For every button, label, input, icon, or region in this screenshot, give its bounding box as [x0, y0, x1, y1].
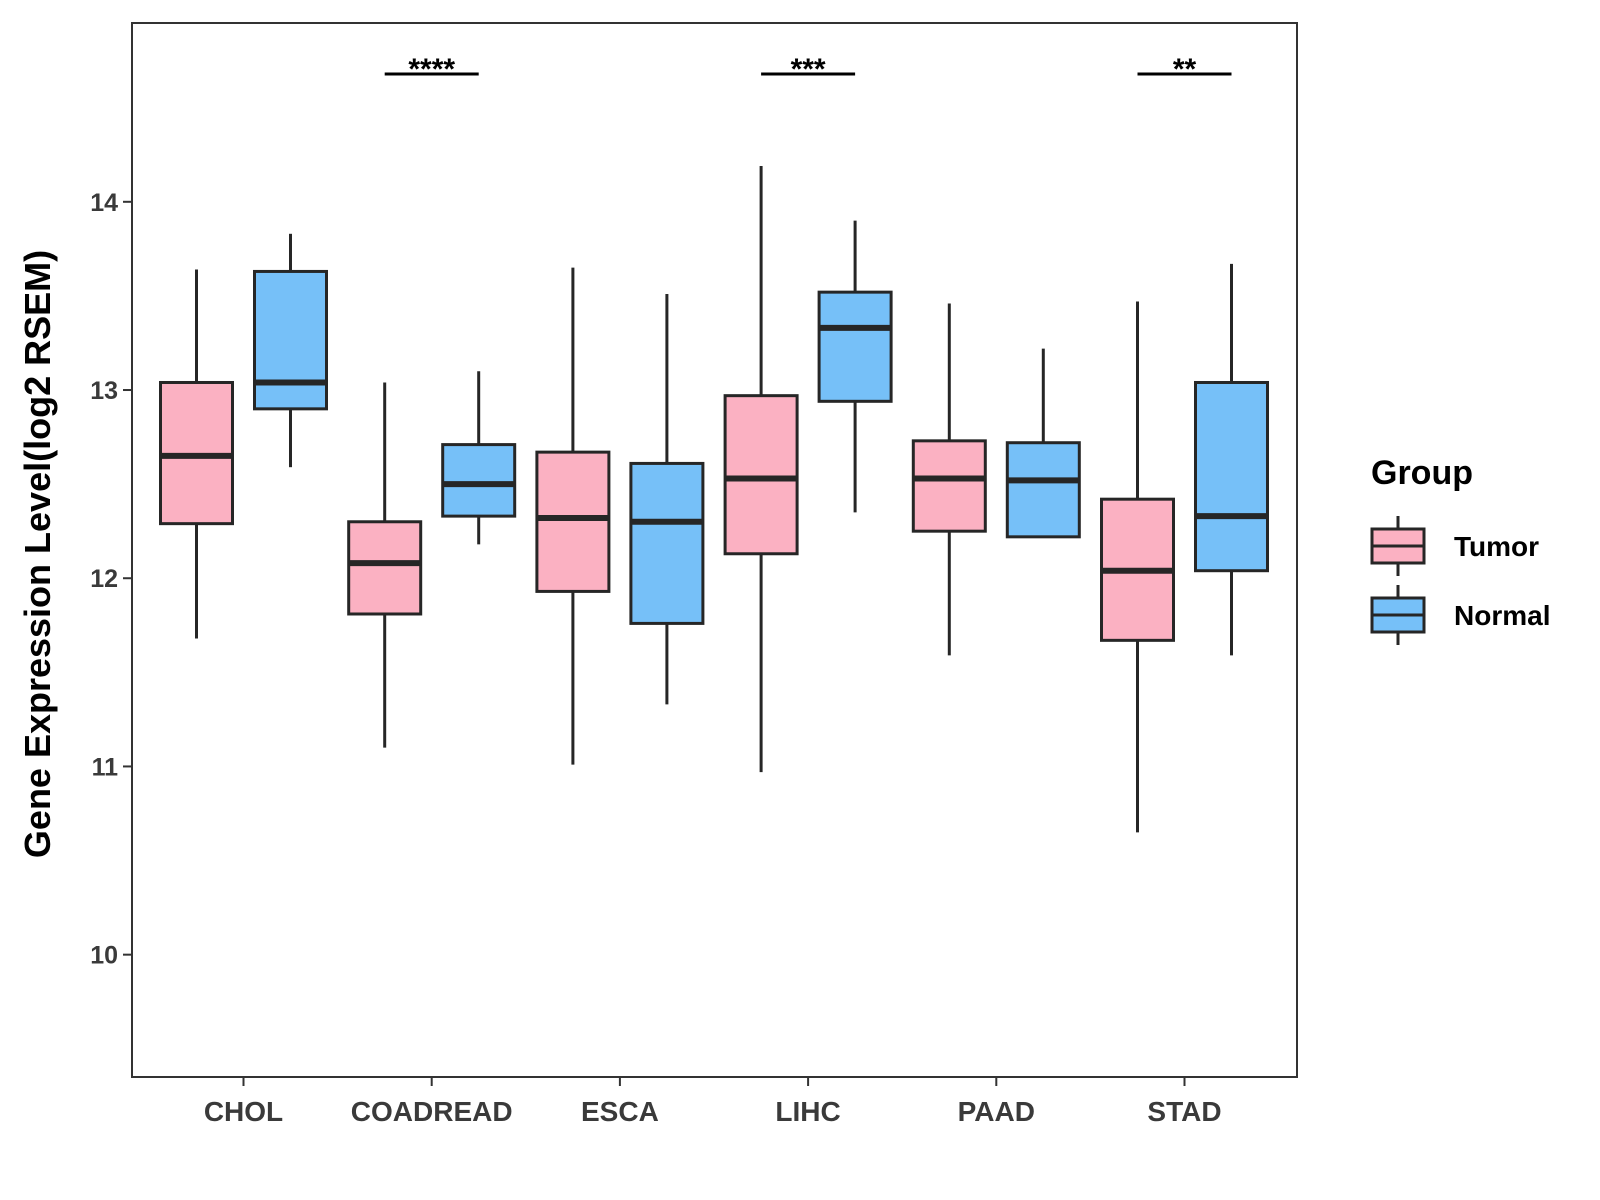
box-normal-coadread [441, 371, 517, 545]
box-tumor-lihc [723, 166, 799, 773]
y-tick-label: 12 [90, 565, 118, 593]
box-body [1194, 380, 1269, 573]
y-axis-title: Gene Expression Level(log2 RSEM) [17, 250, 58, 858]
box-tumor-paad [911, 303, 987, 656]
x-tick-label: COADREAD [351, 1096, 513, 1127]
box-body [629, 461, 705, 625]
y-tick-label: 11 [92, 753, 119, 781]
significance-label: *** [791, 53, 826, 86]
box-normal-paad [1005, 348, 1081, 539]
legend-entry-tumor: Tumor [1370, 516, 1539, 576]
y-tick-label: 13 [90, 377, 118, 405]
box-tumor-coadread [347, 382, 423, 748]
x-tick-label: PAAD [958, 1096, 1035, 1127]
x-tick-label: CHOL [204, 1096, 283, 1127]
y-tick-label: 14 [90, 189, 118, 217]
legend-title: Group [1371, 454, 1473, 492]
box-normal-stad [1194, 263, 1269, 656]
box-tumor-chol [159, 269, 234, 639]
plot-area: 10 11 12 13 14 CHOL COADREAD ESCA LIHC PAAD STAD **… [90, 22, 1298, 1127]
plot-panel-border [131, 22, 1298, 1078]
box-body [1005, 441, 1081, 539]
box-body [535, 450, 611, 593]
box-body [817, 290, 893, 403]
significance-label: **** [408, 53, 455, 86]
box-tumor-esca [535, 267, 611, 765]
x-tick-label: ESCA [581, 1096, 659, 1127]
box-body [347, 520, 423, 616]
legend-entry-normal: Normal [1370, 585, 1550, 645]
legend-label: Normal [1454, 600, 1550, 631]
box-normal-chol [253, 233, 328, 468]
significance-label: ** [1173, 53, 1197, 86]
x-tick-label: LIHC [775, 1096, 840, 1127]
box-body [441, 443, 517, 518]
y-tick-label: 10 [90, 942, 118, 970]
box-body [911, 439, 987, 533]
box-body [253, 269, 328, 411]
legend-label: Tumor [1454, 531, 1539, 562]
box-normal-lihc [817, 220, 893, 513]
legend: Group Tumor Normal [1370, 454, 1550, 645]
box-tumor-stad [1100, 301, 1175, 833]
box-body [723, 394, 799, 556]
box-normal-esca [629, 294, 705, 705]
x-tick-label: STAD [1147, 1096, 1221, 1127]
